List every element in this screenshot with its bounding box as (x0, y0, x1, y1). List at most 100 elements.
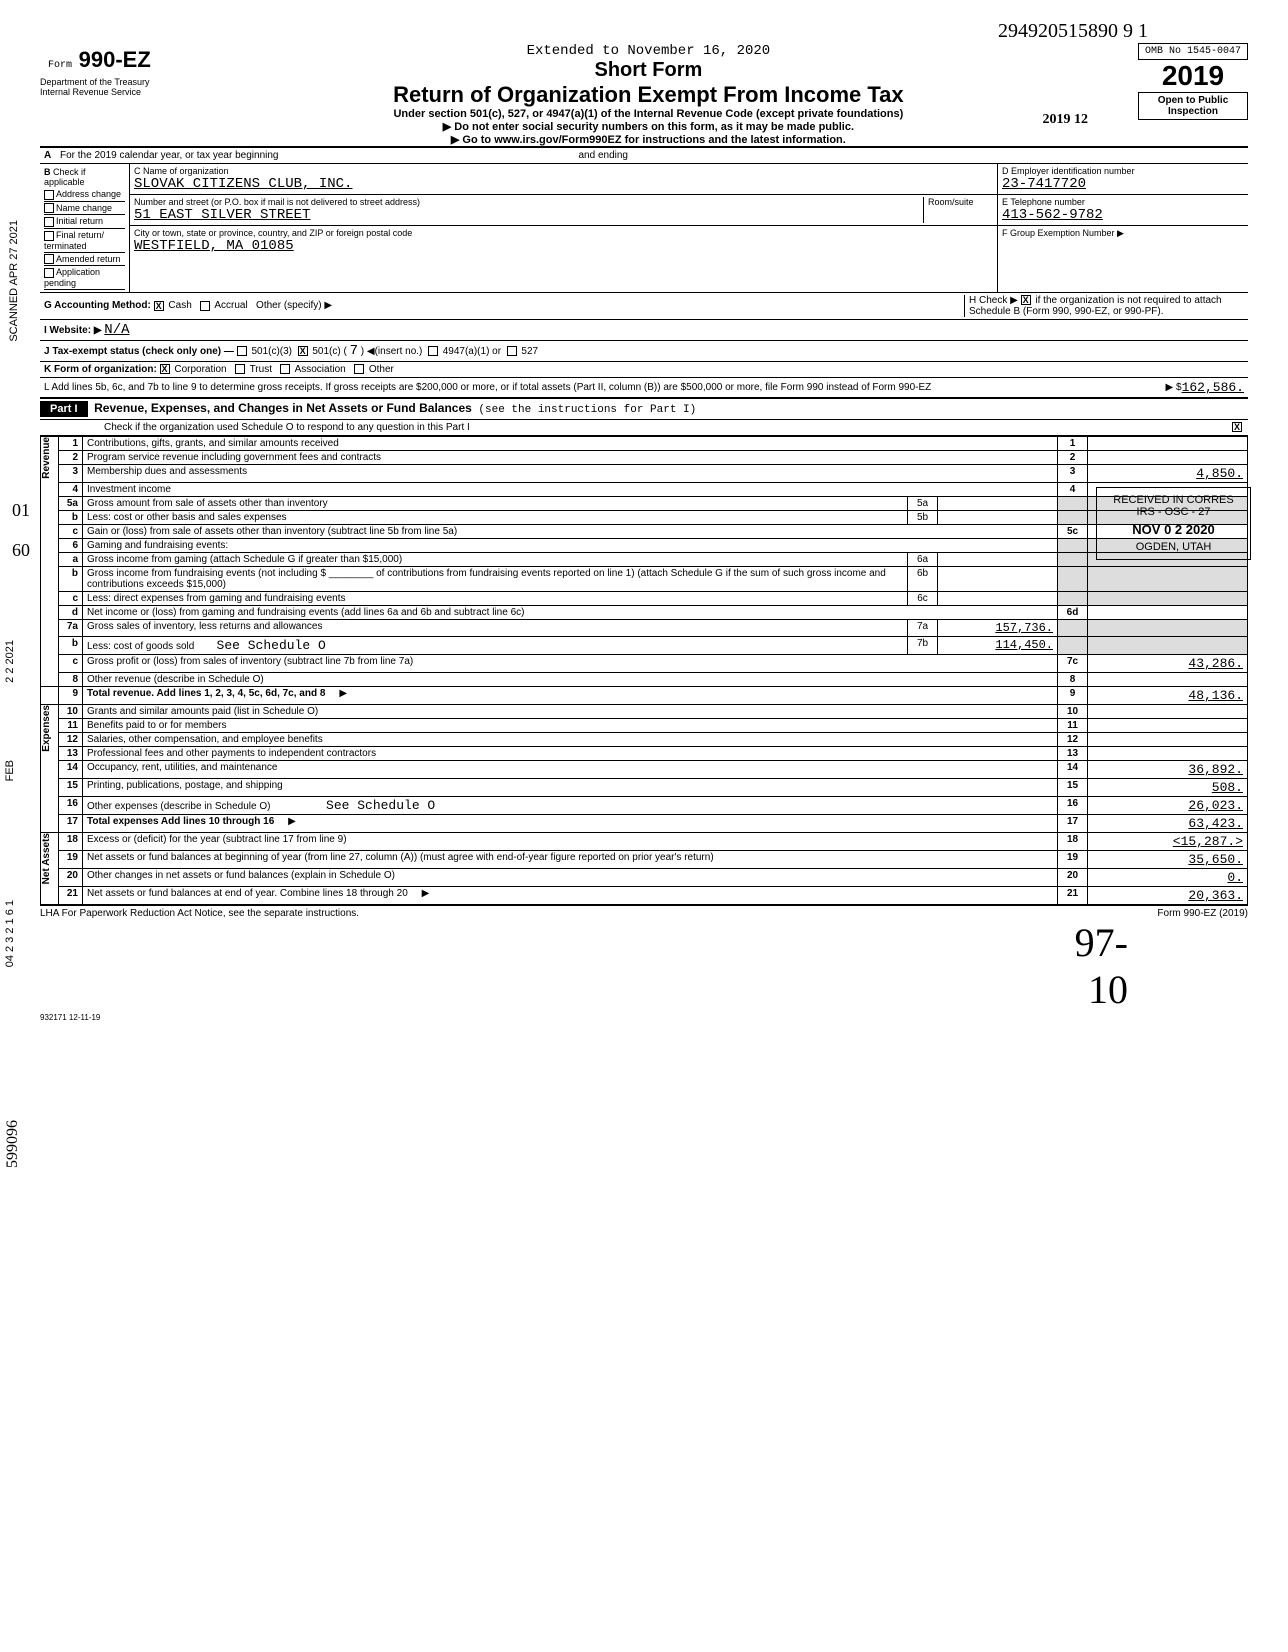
val-19: 35,650. (1088, 850, 1248, 868)
line-2: Program service revenue including govern… (83, 450, 1058, 464)
val-20: 0. (1088, 868, 1248, 886)
chk-name[interactable] (44, 203, 54, 213)
chk-accrual[interactable] (200, 301, 210, 311)
line-6b: Gross income from fundraising events (no… (83, 566, 908, 591)
527-label: 527 (521, 346, 538, 357)
501c-label: 501(c) ( (312, 346, 346, 357)
hand-01: 01 (12, 500, 30, 521)
footer-code: 932171 12-11-19 (40, 1013, 1248, 1022)
corp-label: Corporation (174, 364, 226, 375)
h-label: H Check ▶ (969, 295, 1018, 306)
stamp-l1: RECEIVED IN CORRES (1103, 494, 1244, 506)
val-17: 63,423. (1088, 814, 1248, 832)
scanned-stamp: SCANNED APR 27 2021 (8, 220, 20, 342)
chk-assoc[interactable] (280, 364, 290, 374)
city-state-zip: WESTFIELD, MA 01085 (134, 238, 993, 254)
line-17: Total expenses Add lines 10 through 16 ▶ (83, 814, 1058, 832)
form-prefix: Form (48, 60, 72, 71)
addr-label: Number and street (or P.O. box if mail i… (134, 197, 923, 207)
line-18: Excess or (deficit) for the year (subtra… (83, 832, 1058, 850)
side-revenue: Revenue (41, 437, 52, 479)
chk-h[interactable]: X (1021, 295, 1031, 305)
line-14: Occupancy, rent, utilities, and maintena… (83, 760, 1058, 778)
b-label: Check if applicable (44, 167, 86, 187)
other-org-label: Other (369, 364, 394, 375)
val-7b: 114,450. (938, 636, 1058, 654)
hand-year-note: 2019 12 (1042, 112, 1088, 128)
subtitle-3: ▶ Go to www.irs.gov/Form990EZ for instru… (169, 133, 1128, 146)
line-6d: Net income or (loss) from gaming and fun… (83, 605, 1058, 619)
line-15: Printing, publications, postage, and shi… (83, 778, 1058, 796)
chk-4947[interactable] (428, 346, 438, 356)
chk-trust[interactable] (235, 364, 245, 374)
part1-header: Part I (40, 401, 88, 417)
l-value: 162,586. (1182, 380, 1244, 395)
chk-501c3[interactable] (237, 346, 247, 356)
inspection: Inspection (1145, 106, 1241, 117)
val-9: 48,136. (1088, 686, 1248, 704)
chk-corp[interactable]: X (160, 364, 170, 374)
other-method-label: Other (specify) ▶ (256, 300, 332, 311)
g-label: G Accounting Method: (44, 300, 151, 311)
part1-check-text: Check if the organization used Schedule … (104, 422, 470, 433)
val-15: 508. (1088, 778, 1248, 796)
insert-no: 7 (350, 343, 358, 359)
chk-final[interactable] (44, 231, 54, 241)
phone: 413-562-9782 (1002, 207, 1244, 223)
signature-1: 97- (1075, 920, 1128, 965)
chk-initial[interactable] (44, 217, 54, 227)
chk-name-label: Name change (56, 203, 112, 213)
line-10: Grants and similar amounts paid (list in… (83, 704, 1058, 718)
line-5b: Less: cost or other basis and sales expe… (83, 510, 908, 524)
chk-address-label: Address change (56, 189, 121, 199)
line-11: Benefits paid to or for members (83, 718, 1058, 732)
line-1: Contributions, gifts, grants, and simila… (83, 436, 1058, 450)
line-6: Gaming and fundraising events: (83, 538, 1058, 552)
assoc-label: Association (295, 364, 346, 375)
line-20: Other changes in net assets or fund bala… (83, 868, 1058, 886)
line-8: Other revenue (describe in Schedule O) (83, 672, 1058, 686)
main-title: Return of Organization Exempt From Incom… (169, 82, 1128, 108)
chk-501c[interactable]: X (298, 346, 308, 356)
date-stamp-feb: FEB (4, 760, 16, 781)
val-3: 4,850. (1088, 464, 1248, 482)
line-12: Salaries, other compensation, and employ… (83, 732, 1058, 746)
val-18: <15,287.> (1088, 832, 1248, 850)
chk-amended-label: Amended return (56, 254, 121, 264)
chk-amended[interactable] (44, 254, 54, 264)
and-ending: and ending (578, 150, 628, 161)
i-label: I Website: ▶ (44, 325, 102, 336)
line-9: Total revenue. Add lines 1, 2, 3, 4, 5c,… (83, 686, 1058, 704)
line-4: Investment income (83, 482, 1058, 496)
chk-pending[interactable] (44, 268, 54, 278)
date-stamp-2: 2 2 2021 (4, 640, 16, 683)
subtitle-2-text: ▶ Do not enter social security numbers o… (443, 121, 854, 133)
dept-irs: Internal Revenue Service (40, 87, 159, 97)
stamp-l4: OGDEN, UTAH (1103, 541, 1244, 553)
omb-number: OMB No 1545-0047 (1138, 43, 1248, 60)
line-a-letter: A (44, 150, 60, 161)
chk-schedule-o[interactable]: X (1232, 422, 1242, 432)
chk-other-org[interactable] (354, 364, 364, 374)
val-7c: 43,286. (1088, 654, 1248, 672)
subtitle-1: Under section 501(c), 527, or 4947(a)(1)… (169, 108, 1128, 120)
line-19: Net assets or fund balances at beginning… (83, 850, 1058, 868)
e-label: E Telephone number (1002, 197, 1244, 207)
chk-cash[interactable]: X (154, 301, 164, 311)
chk-address[interactable] (44, 190, 54, 200)
4947-label: 4947(a)(1) or (443, 346, 501, 357)
hand-code: 599096 (4, 1120, 22, 1168)
chk-527[interactable] (507, 346, 517, 356)
d-label: D Employer identification number (1002, 166, 1244, 176)
insert-label: ) ◀(insert no.) (361, 346, 423, 357)
dept-treasury: Department of the Treasury (40, 77, 159, 87)
city-label: City or town, state or province, country… (134, 228, 993, 238)
501c3-label: 501(c)(3) (251, 346, 292, 357)
signature-2: 10 (1088, 967, 1128, 1012)
line-7a: Gross sales of inventory, less returns a… (83, 619, 908, 636)
accrual-label: Accrual (214, 300, 247, 311)
hand-60: 60 (12, 540, 30, 561)
room-label: Room/suite (923, 197, 993, 223)
line-21: Net assets or fund balances at end of ye… (83, 886, 1058, 904)
val-14: 36,892. (1088, 760, 1248, 778)
